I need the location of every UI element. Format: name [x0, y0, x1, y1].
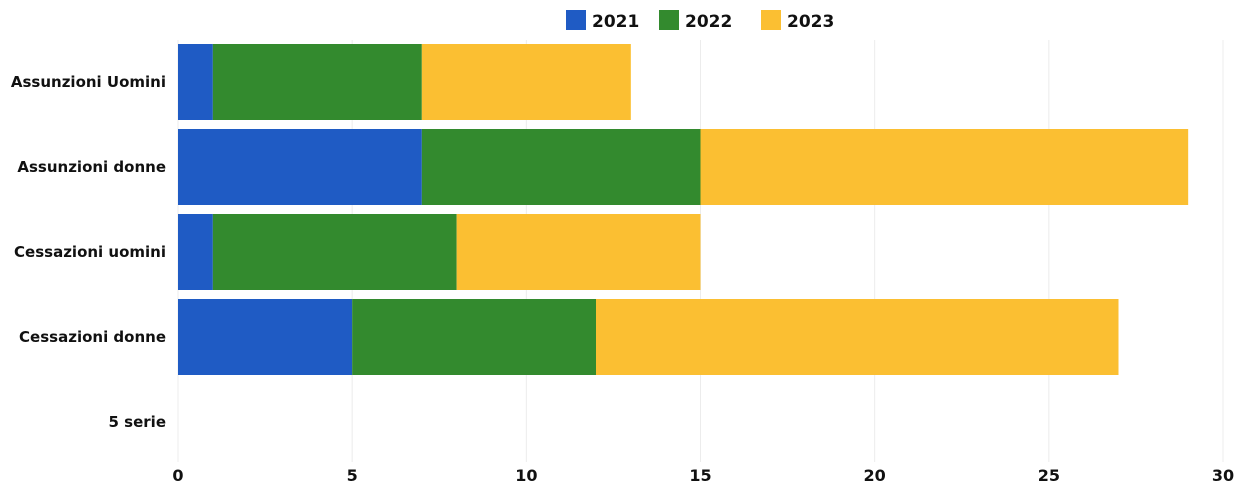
category-label-2: Cessazioni uomini: [14, 243, 166, 261]
legend-swatch-2: [761, 10, 781, 30]
x-tick-label-2: 10: [515, 466, 537, 485]
bar-2-series-0: [178, 214, 213, 290]
bar-1-series-2: [700, 129, 1189, 205]
x-tick-label-4: 20: [864, 466, 886, 485]
legend: 2021 2022 2023: [566, 10, 834, 32]
x-tick-label-3: 15: [689, 466, 711, 485]
legend-swatch-1: [659, 10, 679, 30]
bars: [178, 44, 1189, 375]
category-label-0: Assunzioni Uomini: [11, 73, 166, 91]
legend-label-1: 2022: [685, 12, 732, 32]
category-label-4: 5 serie: [109, 413, 166, 431]
legend-item-0: 2021: [566, 10, 639, 32]
bar-0-series-1: [212, 44, 422, 120]
bar-2-series-2: [456, 214, 701, 290]
category-label-1: Assunzioni donne: [17, 158, 166, 176]
bar-1-series-0: [178, 129, 422, 205]
legend-label-2: 2023: [787, 12, 834, 32]
bar-3-series-1: [352, 299, 596, 375]
bar-3-series-0: [178, 299, 353, 375]
x-tick-label-5: 25: [1038, 466, 1060, 485]
x-tick-label-1: 5: [347, 466, 358, 485]
legend-item-1: 2022: [659, 10, 732, 32]
bar-0-series-2: [421, 44, 631, 120]
bar-2-series-1: [212, 214, 457, 290]
legend-swatch-0: [566, 10, 586, 30]
x-tick-label-0: 0: [172, 466, 183, 485]
bar-3-series-2: [596, 299, 1119, 375]
bar-0-series-0: [178, 44, 213, 120]
bar-1-series-1: [421, 129, 701, 205]
legend-item-2: 2023: [761, 10, 834, 32]
legend-label-0: 2021: [592, 12, 639, 32]
category-label-3: Cessazioni donne: [19, 328, 166, 346]
x-axis-ticks: 0 5 10 15 20 25 30: [172, 466, 1234, 485]
category-labels: Assunzioni Uomini Assunzioni donne Cessazi…: [11, 73, 166, 431]
x-tick-label-6: 30: [1212, 466, 1234, 485]
